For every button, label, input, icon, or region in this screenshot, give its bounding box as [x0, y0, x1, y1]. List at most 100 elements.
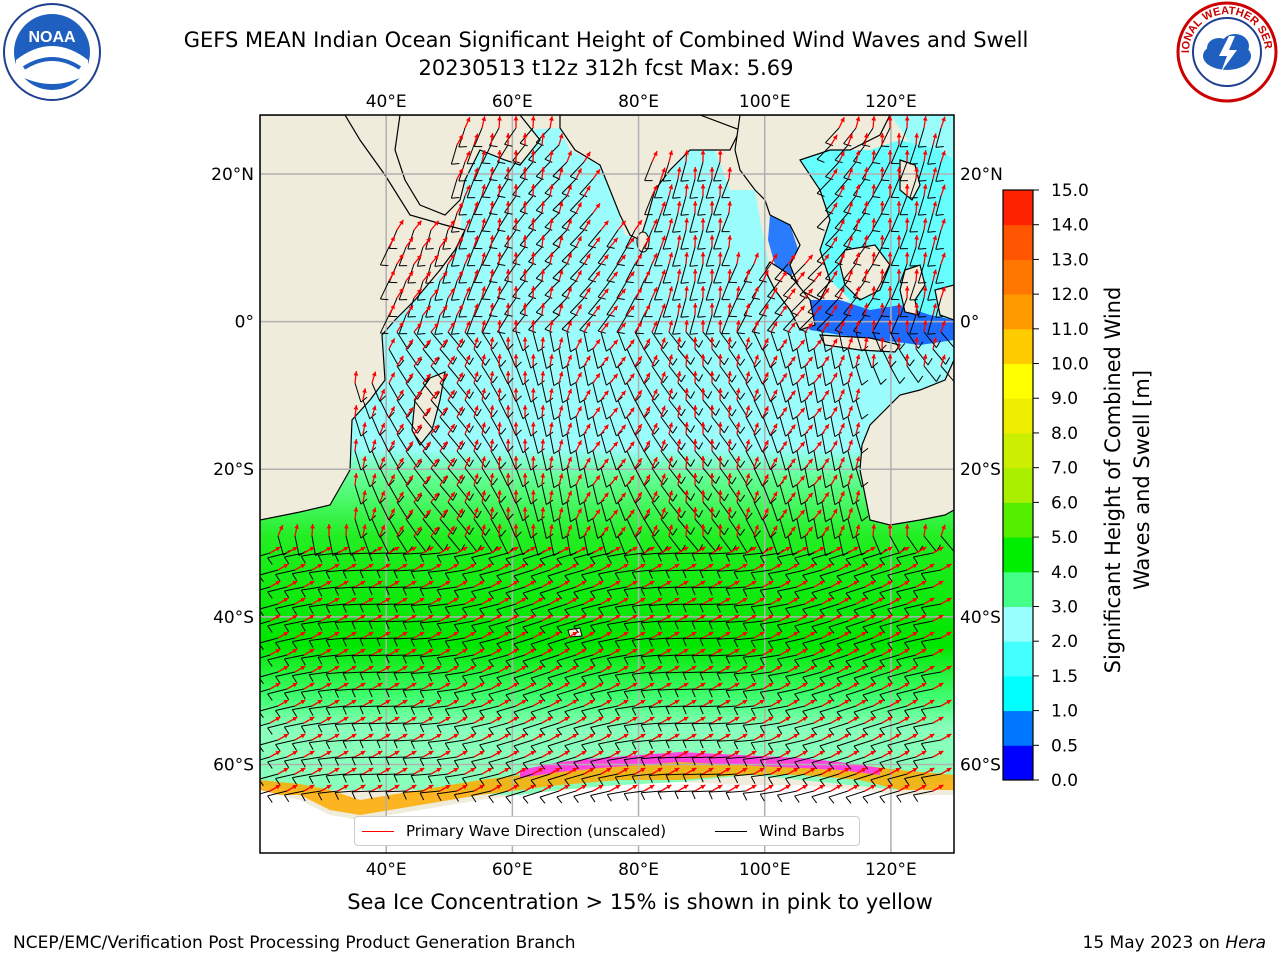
wind-barb [556, 688, 577, 696]
wind-barb-flag [476, 340, 482, 349]
wind-barb [871, 178, 883, 197]
wind-barb [549, 331, 555, 352]
wind-barb [691, 688, 713, 691]
wind-barb-flag [606, 246, 615, 249]
wind-barb-flag [896, 659, 902, 667]
wind-barb [668, 535, 682, 553]
wind-barb [275, 637, 296, 643]
wind-barb [462, 671, 483, 677]
wind-barb [917, 161, 925, 182]
wind-barb [617, 365, 626, 385]
wind-barb-flag [680, 408, 686, 417]
wave-arrow-head [832, 168, 838, 174]
wind-barb-flag [657, 723, 662, 732]
wind-barb-flag [505, 660, 512, 668]
wind-barb [887, 705, 908, 712]
wave-arrow-head [684, 354, 690, 359]
wind-barb [736, 331, 748, 350]
wind-barb [641, 688, 662, 692]
wind-barb-flag [444, 640, 450, 649]
wind-barb [847, 348, 854, 369]
wind-barb [641, 552, 662, 556]
wind-barb-flag [453, 794, 459, 802]
wind-barb [855, 433, 863, 454]
wind-barb [607, 586, 628, 592]
wind-barb-flag [482, 230, 491, 233]
wave-arrow-head [782, 305, 787, 311]
wind-barb-flag [419, 724, 425, 733]
wind-barb [871, 246, 883, 265]
wind-barb-flag [680, 374, 686, 383]
wind-barb [626, 518, 636, 538]
wind-barb [760, 688, 781, 693]
wind-barb-flag [682, 740, 687, 749]
wind-barb-flag [935, 145, 944, 148]
wind-barb [539, 756, 560, 764]
wind-barb [388, 348, 400, 367]
wind-barb [609, 518, 617, 539]
wind-barb [539, 552, 560, 560]
wave-arrow-head [735, 286, 741, 291]
wind-barb-flag [708, 757, 713, 766]
wind-barb-flag [663, 248, 672, 250]
wind-barb [753, 501, 763, 521]
wind-barb [821, 467, 827, 488]
wave-arrow-head [808, 390, 813, 396]
wind-barb-flag [904, 710, 910, 718]
wave-arrow-head [530, 286, 536, 291]
wave-arrow-head [497, 252, 502, 257]
wind-barb [569, 195, 585, 211]
wind-barb [450, 178, 458, 199]
wind-barb-flag [427, 572, 433, 580]
wind-barb [862, 586, 883, 594]
wind-barb-flag [690, 425, 696, 433]
wind-barb [721, 178, 730, 198]
wave-arrow-head [353, 405, 359, 410]
wind-barb [705, 280, 713, 301]
wind-barb [309, 705, 330, 710]
wind-barb [345, 535, 352, 556]
wind-barb [368, 722, 390, 725]
wind-barb [658, 620, 679, 623]
wind-barb [697, 263, 704, 284]
wind-barb [825, 161, 840, 178]
wave-arrow-head [399, 253, 404, 259]
wind-barb-flag [417, 358, 423, 366]
wave-arrow-head [637, 254, 642, 260]
wave-arrow-head [745, 337, 751, 343]
wind-barb [870, 603, 891, 611]
wind-barb-flag [530, 464, 538, 471]
wind-barb-flag [707, 527, 713, 535]
wind-barb-flag [750, 640, 756, 648]
wave-arrow-head [505, 269, 511, 274]
wind-barb [691, 722, 713, 725]
wind-barb-flag [417, 265, 426, 267]
wave-arrow-head [700, 252, 706, 257]
wind-barb-flag [785, 676, 791, 684]
wind-barb-flag [291, 675, 297, 683]
wind-barb [694, 416, 709, 433]
wave-arrow-head [896, 303, 902, 308]
wind-barb-flag [872, 297, 881, 301]
wind-barb-flag [927, 332, 936, 335]
wind-barb [726, 688, 747, 692]
wind-barb-flag [648, 639, 653, 647]
wind-barb-flag [746, 444, 753, 452]
wind-barb [689, 280, 696, 301]
wind-barb [530, 739, 551, 747]
wind-barb-flag [300, 725, 306, 734]
wind-barb [896, 552, 917, 559]
wind-barb-flag [308, 742, 314, 750]
wind-barb-flag [283, 692, 290, 701]
wind-barb-flag [368, 655, 373, 664]
wind-barb [904, 637, 925, 643]
wind-barb-flag [777, 658, 783, 667]
wind-barb [388, 382, 400, 401]
wind-barb [368, 552, 390, 555]
wind-barb-flag [716, 706, 721, 715]
wind-barb [711, 382, 725, 400]
wave-arrow-head [896, 167, 902, 172]
wave-arrow-head [661, 337, 666, 343]
wave-arrow-head [465, 389, 471, 395]
wave-arrow-head [481, 320, 487, 326]
